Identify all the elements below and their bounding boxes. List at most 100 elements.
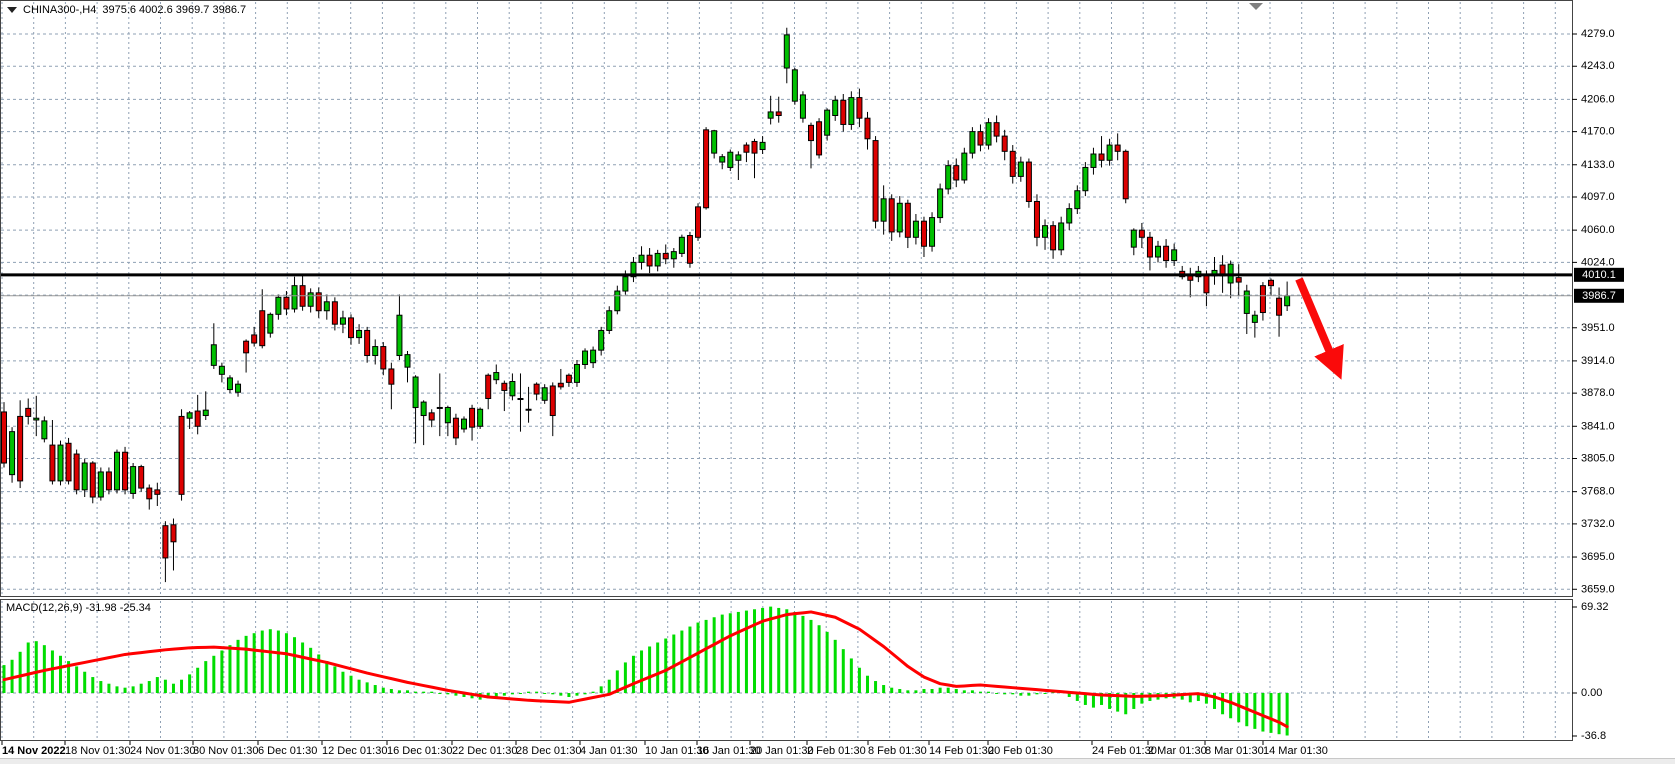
candle-body bbox=[937, 188, 944, 219]
macd-bar bbox=[1003, 693, 1007, 695]
candle-body bbox=[364, 329, 371, 357]
time-axis-label: 24 Feb 01:30 bbox=[1092, 745, 1157, 757]
macd-bar bbox=[922, 689, 926, 693]
candle-body bbox=[226, 377, 233, 391]
macd-bar bbox=[1237, 693, 1241, 723]
candle-body bbox=[832, 99, 839, 116]
macd-bar bbox=[34, 641, 38, 693]
macd-bar bbox=[1035, 693, 1039, 695]
trend-arrow-object[interactable] bbox=[1295, 277, 1344, 380]
candle-body bbox=[565, 374, 572, 383]
macd-signal-line bbox=[2, 610, 1289, 729]
candle-body bbox=[1187, 275, 1194, 281]
macd-bar bbox=[1075, 693, 1079, 701]
candle-body bbox=[622, 276, 629, 292]
macd-bar bbox=[954, 689, 958, 693]
macd-bar bbox=[631, 655, 635, 693]
candle-body bbox=[501, 382, 508, 391]
candle-body bbox=[251, 334, 258, 344]
macd-bar bbox=[809, 619, 813, 693]
macd-bar bbox=[188, 674, 192, 693]
macd-bar bbox=[357, 679, 361, 693]
macd-bar bbox=[777, 607, 781, 693]
candle-body bbox=[315, 292, 322, 312]
candle-body bbox=[953, 165, 960, 181]
candle-body bbox=[912, 220, 919, 238]
chart-shift-marker[interactable] bbox=[1249, 3, 1263, 10]
time-axis-label: 16 Jan 01:30 bbox=[697, 745, 761, 757]
candle-body bbox=[404, 354, 411, 368]
candle-body bbox=[816, 121, 823, 156]
candle-body bbox=[1090, 153, 1097, 168]
price-badge-value: 3986.7 bbox=[1582, 290, 1616, 302]
macd-bar bbox=[381, 687, 385, 693]
macd-bar bbox=[1229, 693, 1233, 719]
macd-bar bbox=[236, 639, 240, 693]
candle-body bbox=[533, 383, 540, 395]
candle-body bbox=[662, 252, 669, 260]
candle-body bbox=[727, 151, 734, 168]
macd-bar bbox=[196, 667, 200, 693]
candle-body bbox=[275, 296, 282, 315]
macd-bar bbox=[1213, 693, 1216, 709]
candle-body bbox=[436, 406, 443, 409]
macd-bar bbox=[317, 654, 321, 693]
candle-body bbox=[9, 431, 16, 476]
candle-body bbox=[840, 99, 847, 125]
candle-body bbox=[372, 346, 379, 357]
macd-bar bbox=[228, 645, 232, 693]
candle-body bbox=[122, 451, 129, 491]
macd-bar bbox=[1100, 693, 1104, 705]
candle-body bbox=[178, 415, 185, 495]
candle-body bbox=[194, 410, 201, 427]
macd-bar bbox=[898, 689, 902, 693]
macd-bar bbox=[67, 661, 71, 693]
price-axis-label: 3841.0 bbox=[1581, 420, 1615, 432]
candle-body bbox=[412, 376, 419, 408]
macd-bar bbox=[155, 677, 159, 693]
macd-axis-label: -36.8 bbox=[1581, 730, 1606, 742]
macd-bar bbox=[607, 679, 611, 693]
candle-body bbox=[444, 406, 451, 424]
candle-body bbox=[1106, 144, 1113, 161]
candle-body bbox=[1171, 249, 1178, 262]
macd-bar bbox=[1027, 693, 1031, 696]
candle-body bbox=[824, 109, 831, 136]
macd-bar bbox=[268, 629, 272, 693]
candle-body bbox=[759, 141, 766, 151]
macd-name: MACD(12,26,9) bbox=[6, 602, 83, 614]
candle-body bbox=[146, 487, 153, 500]
candles-layer bbox=[1, 27, 1291, 583]
macd-bar bbox=[640, 650, 644, 693]
macd-bar bbox=[615, 670, 619, 693]
candle-body bbox=[686, 235, 693, 264]
macd-bar bbox=[801, 615, 805, 693]
time-axis-label: 6 Dec 01:30 bbox=[258, 745, 317, 757]
candle-body bbox=[896, 202, 903, 233]
candle-body bbox=[848, 97, 855, 125]
candle-body bbox=[1082, 166, 1089, 192]
macd-bar bbox=[301, 642, 305, 693]
price-axis-label: 4170.0 bbox=[1581, 126, 1615, 138]
price-axis-label: 4097.0 bbox=[1581, 191, 1615, 203]
candle-body bbox=[162, 525, 169, 559]
macd-bar bbox=[744, 610, 748, 693]
window-bottom-strip bbox=[0, 758, 1675, 764]
candle-body bbox=[638, 254, 645, 263]
macd-bar bbox=[978, 691, 982, 693]
macd-bar bbox=[252, 633, 256, 693]
macd-bar bbox=[575, 693, 579, 696]
price-axis-label: 4243.0 bbox=[1581, 60, 1615, 72]
time-axis-label: 8 Feb 01:30 bbox=[868, 745, 927, 757]
ohlc-values: 3975.6 4002.6 3969.7 3986.7 bbox=[102, 4, 247, 16]
candle-body bbox=[97, 471, 104, 498]
candle-body bbox=[1163, 245, 1170, 262]
macd-bar bbox=[365, 682, 369, 693]
macd-bar bbox=[995, 693, 999, 694]
macd-bar bbox=[890, 687, 894, 693]
macd-bar bbox=[212, 655, 216, 693]
macd-bar bbox=[494, 693, 498, 697]
candle-body bbox=[598, 329, 605, 351]
